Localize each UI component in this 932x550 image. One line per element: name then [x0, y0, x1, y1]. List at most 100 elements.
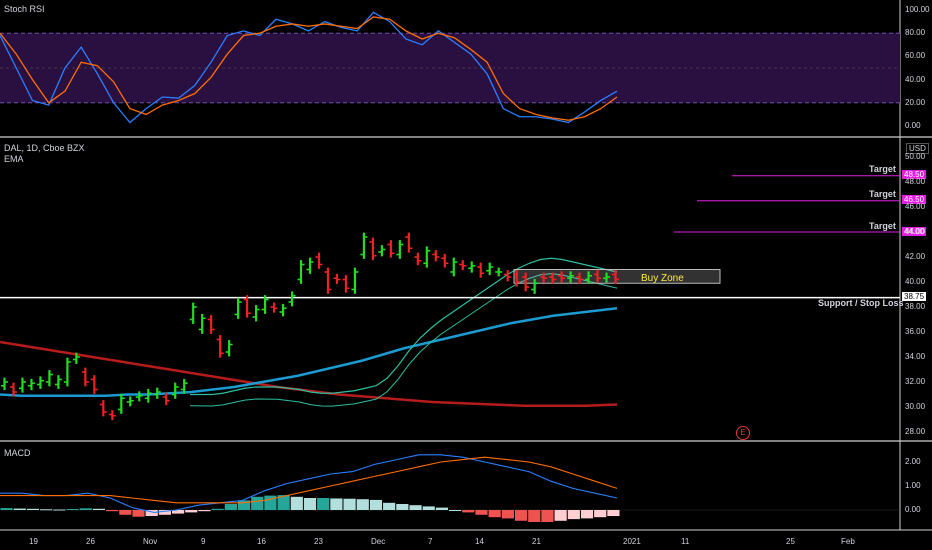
macd-histogram-bar — [66, 509, 79, 511]
price-axis-tick: 46.00 — [905, 202, 926, 211]
time-axis-tick: Dec — [371, 537, 386, 546]
ema-label: EMA — [4, 154, 24, 164]
macd-axis-tick: 1.00 — [905, 481, 921, 490]
price-axis-tick: 48.00 — [905, 177, 926, 186]
macd-histogram-bar — [13, 508, 26, 510]
macd-axis-tick: 2.00 — [905, 457, 921, 466]
ema-fast-line — [190, 257, 618, 396]
macd-histogram-bar — [198, 510, 211, 512]
macd-macd-line — [0, 454, 618, 513]
macd-histogram-bar — [211, 508, 224, 510]
macd-signal-line — [0, 456, 618, 504]
macd-histogram-bar — [0, 508, 13, 510]
support-price-tag: 38.75 — [902, 292, 927, 301]
time-axis-tick: 21 — [532, 537, 541, 546]
time-axis-tick: 7 — [428, 537, 433, 546]
buy-zone-box — [513, 269, 721, 284]
stoch-axis-tick: 0.00 — [905, 121, 921, 130]
macd-histogram-bar — [224, 504, 237, 510]
macd-histogram-bar — [567, 510, 580, 520]
time-axis-tick: 11 — [681, 537, 690, 546]
price-axis-tick: 40.00 — [905, 277, 926, 286]
stoch-k-line — [0, 11, 618, 124]
macd-histogram-bar — [119, 510, 132, 515]
macd-histogram-bar — [409, 505, 422, 510]
target-label-3: Target — [869, 221, 896, 231]
time-axis-tick: 26 — [86, 537, 95, 546]
stoch-axis-tick: 40.00 — [905, 74, 926, 84]
price-axis-tick: 28.00 — [905, 427, 926, 436]
macd-histogram-bar — [251, 496, 264, 510]
macd-histogram-bar — [171, 510, 185, 514]
ema-slow-line — [0, 340, 618, 407]
macd-histogram-bar — [290, 496, 303, 510]
target-price-1: 48.50 — [902, 170, 927, 179]
ema-fast2-line — [189, 273, 618, 407]
time-axis-tick: 14 — [475, 537, 484, 546]
macd-histogram-bar — [53, 509, 66, 511]
stoch-axis-tick: 60.00 — [905, 51, 926, 61]
macd-histogram-bar — [501, 510, 514, 519]
macd-histogram-bar — [528, 510, 541, 522]
time-axis-tick: 2021 — [623, 537, 641, 546]
macd-histogram-bar — [514, 510, 528, 521]
macd-histogram-bar — [475, 510, 488, 515]
macd-histogram-bar — [580, 510, 594, 519]
macd-histogram-bar — [277, 495, 290, 510]
time-axis-tick: Nov — [143, 537, 158, 546]
macd-histogram-bar — [158, 510, 171, 515]
stoch-axis-tick: 80.00 — [905, 28, 926, 38]
price-axis-tick: 36.00 — [905, 327, 926, 336]
macd-histogram-bar — [462, 510, 475, 513]
macd-histogram-bar — [449, 510, 462, 511]
macd-histogram-bar — [435, 507, 449, 510]
price-axis-tick: 42.00 — [905, 252, 926, 261]
time-axis-tick: 19 — [29, 537, 38, 546]
macd-histogram-bar — [317, 498, 330, 510]
macd-histogram-bar — [237, 500, 251, 510]
macd-histogram-bar — [145, 510, 158, 516]
price-axis-tick: 38.00 — [905, 302, 926, 311]
price-axis-tick: 34.00 — [905, 352, 926, 361]
macd-histogram-bar — [396, 504, 409, 510]
macd-axis-tick: 0.00 — [905, 505, 921, 514]
macd-histogram-bar — [607, 510, 620, 516]
macd-histogram-bar — [541, 510, 554, 522]
buy-zone-label: Buy Zone — [641, 273, 684, 284]
price-axis-tick: 50.00 — [905, 152, 926, 161]
time-axis-tick: Feb — [841, 537, 855, 546]
support-stop-loss-label: Support / Stop Loss — [818, 298, 904, 308]
macd-histogram-bar — [185, 510, 198, 513]
stoch-rsi-label: Stoch RSI — [4, 4, 45, 14]
macd-histogram-bar — [488, 510, 501, 518]
stoch-d-line — [0, 16, 618, 121]
macd-histogram-bar — [40, 509, 53, 511]
price-axis-tick: 44.00 — [905, 227, 926, 236]
macd-histogram-bar — [303, 498, 317, 510]
macd-histogram-bar — [594, 510, 607, 518]
ema-mid-line — [0, 307, 618, 397]
macd-histogram-bar — [330, 498, 343, 510]
macd-histogram-bar — [92, 508, 106, 510]
macd-histogram-bar — [106, 510, 119, 512]
stoch-axis-tick: 20.00 — [905, 97, 926, 107]
price-axis-tick: 32.00 — [905, 377, 926, 386]
price-axis-tick: 30.00 — [905, 402, 926, 411]
time-axis-tick: 25 — [786, 537, 795, 546]
time-axis-tick: 9 — [201, 537, 206, 546]
target-price-2: 46.50 — [902, 195, 927, 204]
macd-histogram-bar — [383, 502, 396, 510]
currency-badge: USD — [906, 143, 929, 154]
macd-histogram-bar — [369, 499, 383, 510]
symbol-title: DAL, 1D, Cboe BZX — [4, 143, 85, 153]
stoch-axis-tick: 100.00 — [905, 5, 930, 14]
macd-histogram-bar — [356, 499, 369, 510]
target-label-2: Target — [869, 189, 896, 199]
time-axis-tick: 16 — [257, 537, 266, 546]
time-axis-tick: 23 — [314, 537, 323, 546]
earnings-badge[interactable]: E — [736, 426, 750, 440]
macd-histogram-bar — [26, 508, 40, 510]
macd-histogram-bar — [343, 498, 356, 510]
target-label-1: Target — [869, 164, 896, 174]
